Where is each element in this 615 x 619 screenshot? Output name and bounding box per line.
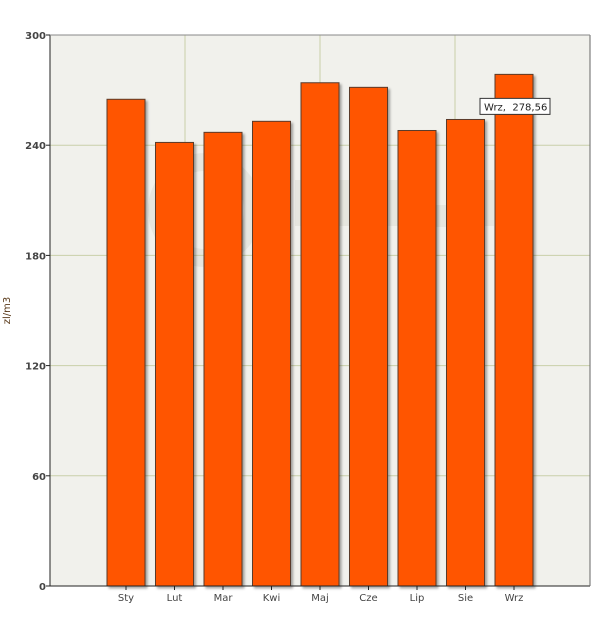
bar-mar[interactable] (203, 131, 243, 587)
y-tick-label: 180 (25, 251, 46, 262)
y-axis-label: zl/m3 (2, 297, 13, 325)
x-tick-label: Lip (410, 593, 425, 604)
bar-series (106, 73, 534, 587)
bar-cze[interactable] (349, 86, 388, 587)
tooltip-box (479, 97, 551, 115)
bar-sie[interactable] (446, 118, 485, 587)
x-axis-ticks: Sty Lut Mar Kwi Maj Cze Lip Sie Wrz (118, 586, 524, 604)
bar-maj[interactable] (300, 82, 340, 587)
x-tick-label: Kwi (263, 593, 281, 604)
y-tick-label: 60 (32, 472, 46, 483)
bar-kwi[interactable] (252, 120, 291, 587)
axes (49, 34, 591, 587)
y-tick-label: 300 (25, 31, 46, 42)
y-axis-ticks: 0 60 120 180 240 300 (25, 31, 50, 593)
bar-lip[interactable] (397, 130, 437, 587)
x-tick-label: Mar (214, 593, 234, 604)
x-tick-label: Cze (359, 593, 377, 604)
x-tick-label: Wrz (505, 593, 524, 604)
tooltip-text: Wrz, 278,56 (484, 102, 547, 113)
value-tooltip: Wrz, 278,56 (479, 97, 551, 115)
bar-wrz[interactable] (494, 73, 534, 587)
y-tick-label: 0 (39, 582, 46, 593)
bar-lut[interactable] (155, 141, 194, 587)
x-tick-label: Lut (167, 593, 183, 604)
x-tick-label: Sie (458, 593, 473, 604)
y-tick-label: 120 (25, 362, 46, 373)
y-tick-label: 240 (25, 141, 46, 152)
bar-sty[interactable] (106, 98, 146, 587)
x-tick-label: Sty (118, 593, 134, 604)
x-tick-label: Maj (311, 593, 329, 604)
